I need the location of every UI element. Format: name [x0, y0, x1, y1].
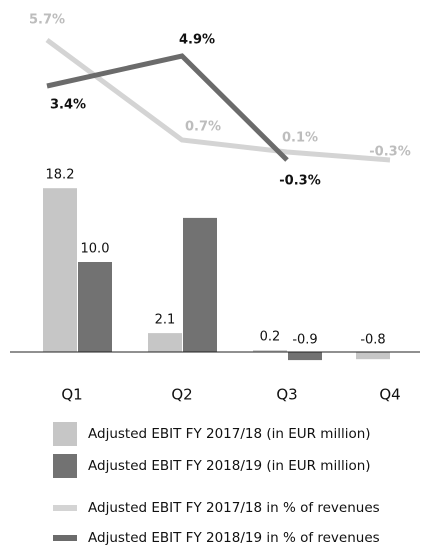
- legend-swatch: [53, 535, 77, 541]
- bar: [356, 352, 390, 360]
- line-label: 5.7%: [29, 13, 65, 28]
- legend-label: Adjusted EBIT FY 2018/19 in % of revenue…: [88, 530, 380, 546]
- x-tick-label: Q3: [276, 386, 297, 404]
- bar: [78, 262, 112, 352]
- bar-label: -0.9: [292, 333, 317, 348]
- line: [45, 37, 391, 163]
- bar: [183, 217, 217, 352]
- legend-swatch: [53, 454, 77, 478]
- bar: [148, 333, 182, 352]
- legend-swatch: [53, 505, 77, 511]
- x-tick-label: Q1: [61, 386, 82, 404]
- bar-label: 18.2: [46, 168, 75, 183]
- legend-label: Adjusted EBIT FY 2018/19 (in EUR million…: [88, 458, 371, 474]
- line-label: -0.3%: [279, 174, 320, 189]
- line-label: 0.1%: [282, 131, 318, 146]
- legend-swatch: [53, 422, 77, 446]
- bar: [253, 350, 287, 352]
- bar-label: 0.2: [260, 330, 281, 345]
- x-tick-label: Q2: [171, 386, 192, 404]
- bar-label: 2.1: [155, 313, 176, 328]
- legend-label: Adjusted EBIT FY 2017/18 (in EUR million…: [88, 426, 371, 442]
- line-label: 0.7%: [185, 120, 221, 135]
- bar: [43, 188, 77, 352]
- line-label: 4.9%: [179, 33, 215, 48]
- x-tick-label: Q4: [379, 386, 400, 404]
- bar-label: -0.8: [360, 333, 385, 348]
- line-label: 3.4%: [50, 98, 86, 113]
- bar-label: 10.0: [81, 242, 110, 257]
- bar: [288, 352, 322, 361]
- line-label: -0.3%: [369, 145, 410, 160]
- line: [46, 53, 289, 162]
- legend-label: Adjusted EBIT FY 2017/18 in % of revenue…: [88, 500, 380, 516]
